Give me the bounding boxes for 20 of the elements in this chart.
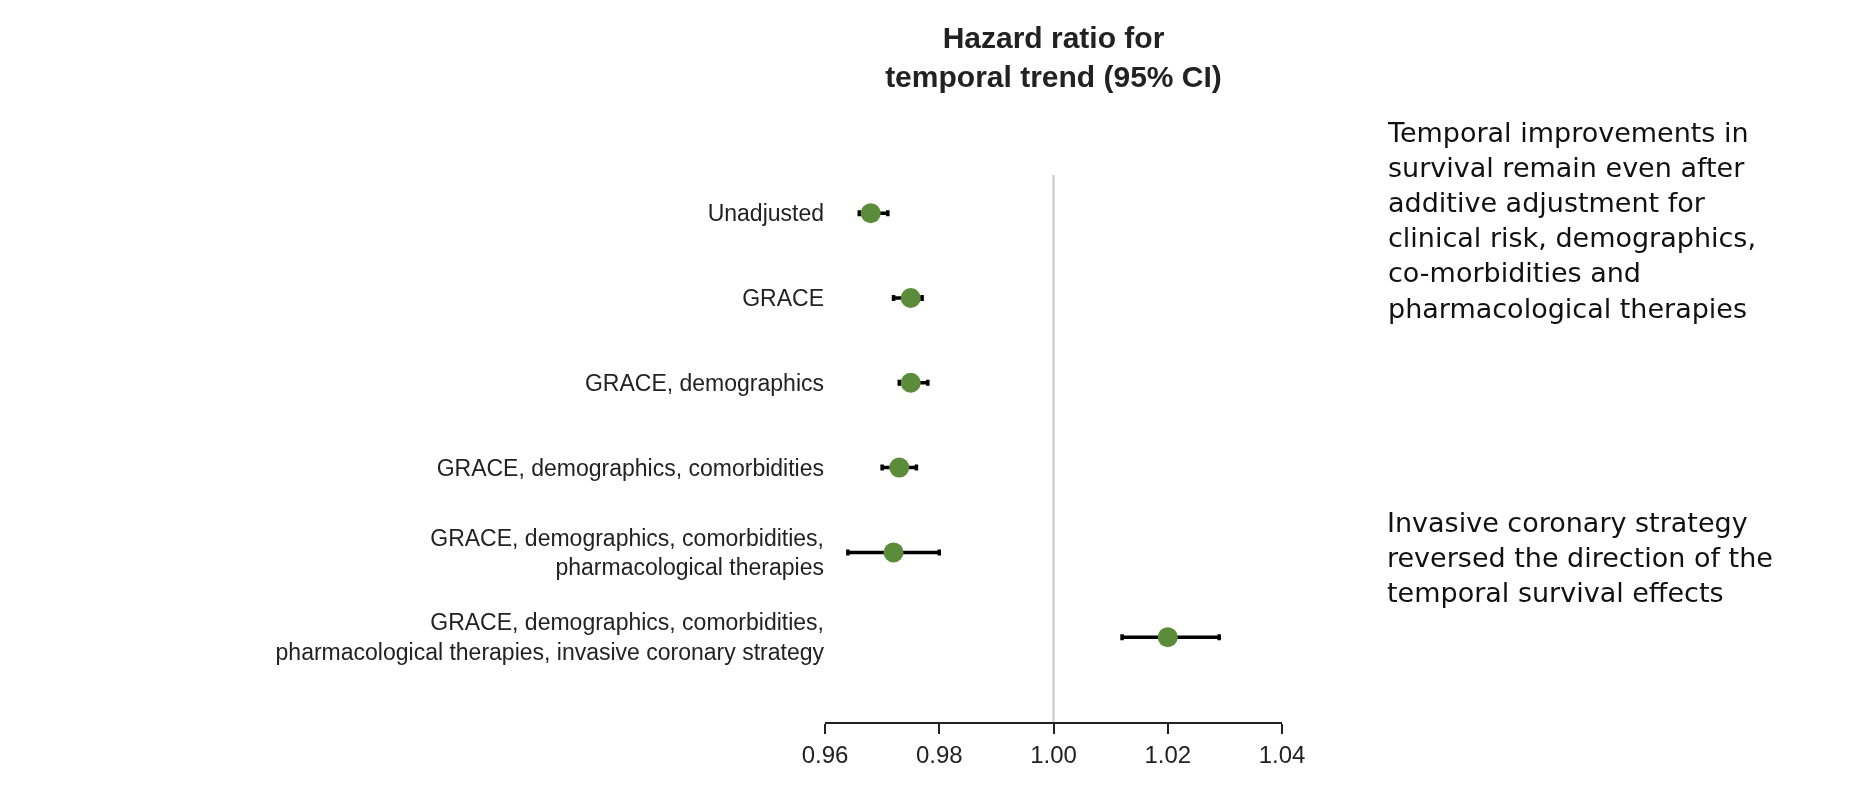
y-tick-label: GRACE, demographics	[584, 369, 824, 396]
point	[900, 287, 921, 308]
x-tick-label: 0.96	[801, 740, 849, 768]
point	[900, 372, 921, 393]
y-tick-label: GRACE, demographics, comorbidities, pharmacological therapies	[430, 524, 824, 581]
point	[860, 203, 881, 224]
x-tick-label: 0.98	[915, 740, 963, 768]
x-tick-label: 1.00	[1030, 740, 1077, 768]
text: Temporal improvements in survival remain even after additive adjustment for clinical risk, demographics, co-morbidities and pharmacological therapies	[1387, 117, 1757, 324]
x-tick-label: 1.02	[1144, 740, 1192, 768]
y-tick-label: GRACE	[742, 285, 824, 312]
chart-title: Hazard ratio for temporal trend (95% CI)	[885, 21, 1222, 93]
point	[1157, 627, 1178, 648]
y-tick-label: Unadjusted	[707, 200, 824, 227]
x-tick-label: 1.04	[1258, 740, 1306, 768]
y-tick-label: GRACE, demographics, comorbidities	[436, 454, 824, 481]
y-tick-label: GRACE, demographics, comorbidities, pharmacological therapies, invasive coronary strategy	[275, 609, 825, 666]
text: Invasive coronary strategy reversed the direction of the temporal survival effects	[1387, 507, 1773, 609]
point	[883, 542, 904, 563]
point	[889, 457, 910, 478]
